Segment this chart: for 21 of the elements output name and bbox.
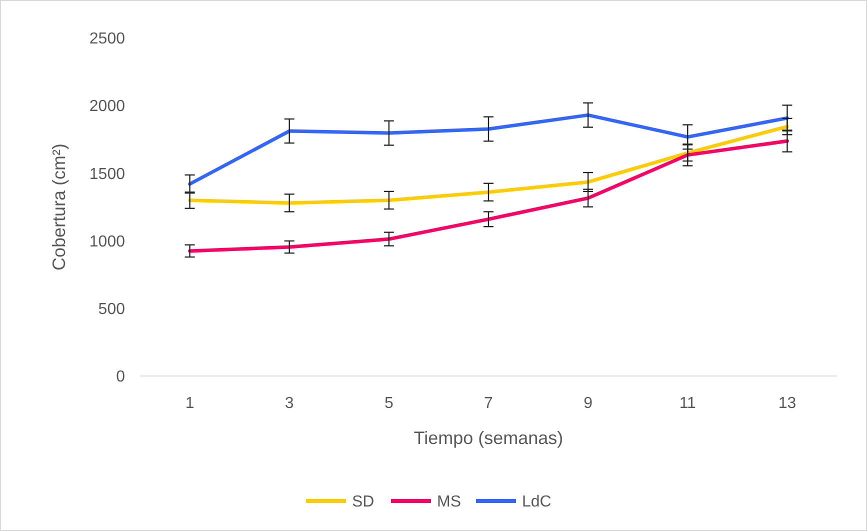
x-tick-label: 13 [778,395,796,412]
y-tick-label: 2500 [89,30,126,48]
line-series [188,139,789,253]
x-axis-title: Tiempo (semanas) [414,428,564,448]
legend-label: SD [352,494,374,511]
y-axis-title: Cobertura (cm²) [49,143,69,271]
y-tick-label: 1000 [89,233,126,250]
line-series [188,113,789,186]
line-series [188,124,789,205]
x-tick-label: 7 [484,395,494,412]
x-tick-label: 9 [584,395,593,412]
y-tick-label: 0 [116,368,126,386]
legend-label: MS [437,494,461,511]
x-tick-label: 5 [384,395,394,412]
legend-label: LdC [522,494,552,511]
y-tick-label: 2000 [89,98,126,116]
x-tick-label: 3 [284,395,294,412]
x-tick-label: 1 [185,395,194,412]
y-tick-label: 500 [98,301,126,318]
x-tick-label: 11 [679,395,696,412]
y-tick-label: 1500 [89,166,126,183]
